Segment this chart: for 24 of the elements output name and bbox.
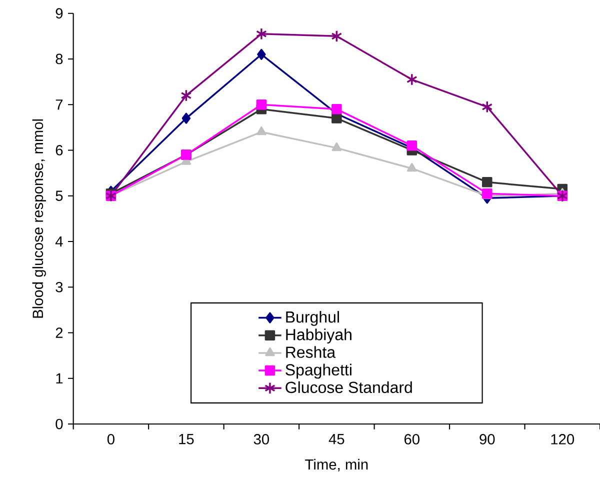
y-tick-label: 4 [55, 236, 63, 247]
x-tick-label: 30 [254, 434, 269, 444]
legend-label: Spaghetti [286, 364, 352, 379]
x-tick-label: 90 [480, 434, 495, 444]
y-tick-label: 7 [56, 100, 63, 110]
x-axis-title: Time, min [305, 458, 368, 472]
legend-label: Reshta [286, 346, 336, 358]
y-tick-label: 3 [56, 282, 63, 292]
legend-label: Burghul [286, 310, 339, 326]
x-tick-label: 60 [404, 434, 420, 444]
x-tick-label: 15 [179, 434, 194, 444]
y-axis-title: Blood glucose response, mmol [32, 119, 46, 318]
y-tick-label: 6 [56, 145, 63, 156]
y-tick-label: 5 [56, 190, 63, 201]
legend-label: Glucose Standard [286, 381, 412, 394]
y-tick-label: 2 [56, 328, 63, 338]
x-tick-label: 120 [551, 434, 574, 444]
x-tick-label: 0 [107, 434, 114, 444]
y-tick-label: 8 [56, 54, 63, 64]
legend-label: Habbiyah [286, 328, 352, 344]
y-tick-label: 9 [56, 8, 63, 19]
y-tick-label: 1 [56, 373, 63, 384]
x-tick-label: 45 [328, 434, 344, 444]
y-tick-label: 0 [56, 418, 63, 430]
